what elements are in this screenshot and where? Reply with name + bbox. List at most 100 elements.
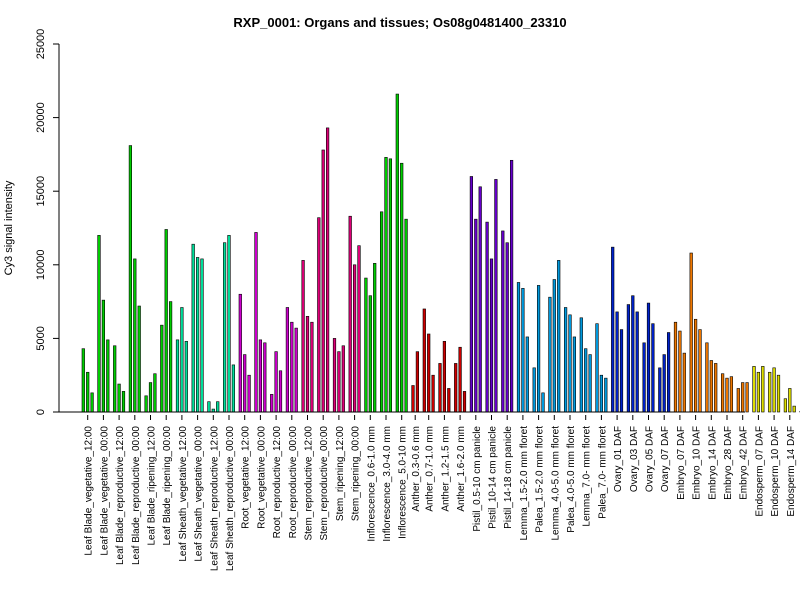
bar [673,321,678,413]
bar [180,307,184,413]
x-tick-label: Stem_reproductive_00:00 [319,426,330,541]
x-tick-label: Ovary_07 DAF [660,426,671,492]
bar [431,374,435,413]
x-tick-label: Leaf Blade_ripening_12:00 [147,426,158,546]
bar [516,282,521,413]
x-tick-label: Leaf Blade_reproductive_00:00 [131,426,142,565]
bar [341,345,345,413]
bar [611,246,615,413]
x-tick-label: Endosperm_14 DAF [786,426,797,517]
bar [164,229,168,413]
x-tick-label: Leaf Blade_ripening_00:00 [162,426,173,546]
bar [720,373,725,413]
bar [352,264,357,413]
bar [572,336,576,413]
y-tick-label: 5000 [35,326,47,350]
bar [254,232,258,413]
y-tick-label: 20000 [35,102,47,133]
bar [693,318,698,413]
bar [238,293,242,413]
bar [741,382,745,413]
x-tick-label: Lemma_1.5-2.0 mm floret [519,426,530,541]
x-tick-label: Root_vegetative_00:00 [256,426,267,529]
bar [447,388,451,413]
bar [709,360,713,413]
y-tick-label: 10000 [35,250,47,281]
x-tick-label: Endosperm_07 DAF [754,426,765,517]
bar [552,279,556,413]
bar [404,218,408,413]
bar [783,398,787,413]
x-tick-label: Leaf Sheath_vegetative_00:00 [194,426,205,562]
bar [521,288,525,413]
bar [310,321,314,413]
x-tick-label: Leaf Blade_vegetative_00:00 [99,426,110,556]
bar [604,377,608,413]
x-tick-label: Leaf Sheath_reproductive_12:00 [209,426,220,572]
bar [274,351,278,413]
bar [348,215,352,413]
bar [584,348,588,413]
bar [270,394,274,413]
bar [144,395,148,413]
bar [462,391,467,413]
bar [337,351,341,413]
bar [81,348,85,413]
bar [321,149,325,413]
x-tick-label: Root_reproductive_00:00 [288,426,299,539]
bar [454,363,458,413]
bar [231,364,236,413]
bar [411,385,415,413]
bar [563,307,568,413]
bar [285,307,290,413]
bar [705,342,709,413]
bar [489,258,494,413]
bar [662,354,666,413]
bar [101,299,105,413]
bar [278,370,283,413]
bar [128,145,133,413]
bar [263,342,267,413]
bar [400,162,404,413]
bar [714,363,718,413]
y-axis: 0 5000 10000 15000 20000 25000 [35,29,60,415]
bar [121,391,126,413]
x-tick-label: Leaf Blade_vegetative_12:00 [84,426,95,556]
bar [90,392,94,413]
bar [788,388,792,413]
bar [698,329,702,413]
x-tick-label: Embryo_28 DAF [723,426,734,500]
bar [532,367,536,413]
bar [191,243,195,413]
bar [427,333,431,413]
bar [196,257,200,413]
x-tick-label: Embryo_07 DAF [676,426,687,500]
x-tick-label: Pistil_14-18 cm panicle [503,426,514,529]
x-tick-label: Root_vegetative_12:00 [241,426,252,529]
bar [631,295,635,413]
x-tick-label: Inflorescence_3.0-4.0 mm [382,426,393,542]
bar [117,383,121,413]
bar [626,304,630,413]
bar [494,179,498,413]
bar [301,260,305,413]
bar [422,308,426,413]
bar [137,305,141,413]
x-tick-label: Embryo_14 DAF [707,426,718,500]
bar [689,252,693,413]
bar [599,374,603,413]
bar [200,258,204,413]
bar [776,374,781,413]
x-tick-label: Lemma_7.0- mm floret [582,426,593,527]
x-tick-label: Palea_1.5-2.0 mm floret [535,426,546,533]
bar [736,388,740,413]
bar [294,327,298,413]
bar [485,221,489,413]
x-tick-label: Root_reproductive_12:00 [272,426,283,539]
bar [86,371,90,413]
bar [478,186,482,413]
bar [768,371,772,413]
x-tick-label: Embryo_42 DAF [739,426,750,500]
x-tick-label: Palea_4.0-5.0 mm floret [566,426,577,533]
bar [548,296,552,413]
